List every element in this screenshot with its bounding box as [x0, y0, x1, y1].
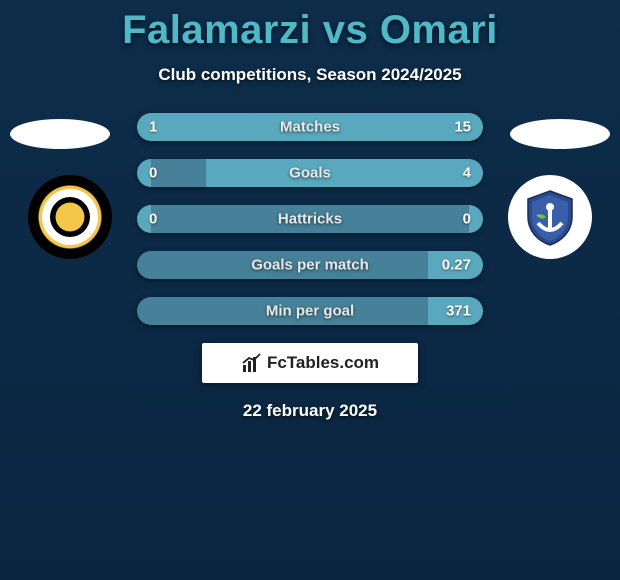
stat-value-right: 0 [463, 211, 471, 228]
stat-row: Goals per match0.27 [137, 251, 483, 279]
team-badge-left-inner [50, 197, 90, 237]
stat-value-right: 0.27 [442, 257, 471, 274]
stat-row: 0Hattricks0 [137, 205, 483, 233]
stat-value-right: 15 [454, 119, 471, 136]
decoration-ellipse-right [510, 119, 610, 149]
comparison-content: 1Matches150Goals40Hattricks0Goals per ma… [0, 113, 620, 421]
brand-box[interactable]: FcTables.com [202, 343, 418, 383]
shield-anchor-icon [520, 187, 580, 247]
stats-bars: 1Matches150Goals40Hattricks0Goals per ma… [137, 113, 483, 325]
team-badge-left [28, 175, 112, 259]
stat-label: Matches [137, 119, 483, 136]
page-title: Falamarzi vs Omari [0, 0, 620, 53]
stat-row: 1Matches15 [137, 113, 483, 141]
stat-label: Min per goal [137, 303, 483, 320]
stat-value-right: 371 [446, 303, 471, 320]
chart-icon [241, 352, 263, 374]
subtitle: Club competitions, Season 2024/2025 [0, 65, 620, 85]
brand-text: FcTables.com [267, 353, 379, 373]
stat-label: Goals [137, 165, 483, 182]
stat-value-right: 4 [463, 165, 471, 182]
stat-row: 0Goals4 [137, 159, 483, 187]
date-text: 22 february 2025 [0, 401, 620, 421]
stat-label: Goals per match [137, 257, 483, 274]
stat-row: Min per goal371 [137, 297, 483, 325]
stat-label: Hattricks [137, 211, 483, 228]
team-badge-right [508, 175, 592, 259]
decoration-ellipse-left [10, 119, 110, 149]
